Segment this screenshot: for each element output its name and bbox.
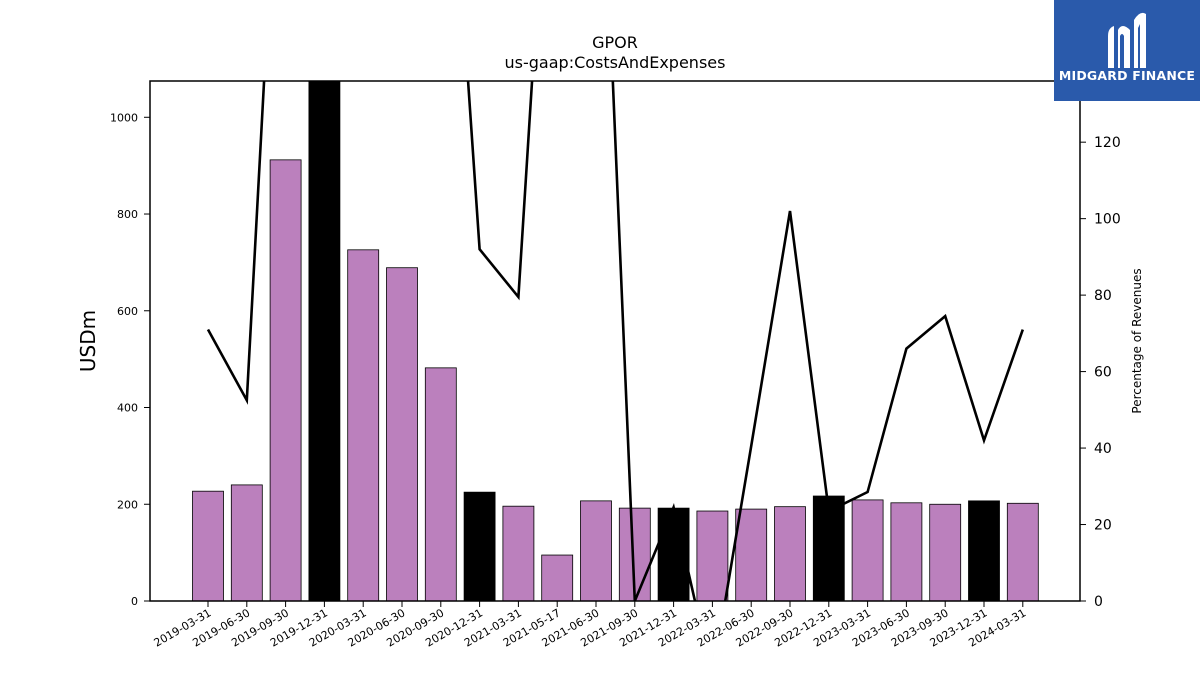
y-axis-label: USDm: [76, 310, 100, 372]
bar: [502, 505, 535, 601]
bar: [968, 500, 1000, 601]
y2-tick-label: 40: [1094, 441, 1112, 457]
bar: [308, 81, 341, 601]
y-tick-label: 0: [131, 595, 138, 608]
y2-tick-label: 0: [1094, 594, 1103, 610]
right-axis: 0 20 40 60 80 100 120: [1080, 135, 1121, 610]
bar: [1006, 502, 1039, 601]
bar: [347, 249, 380, 601]
bar: [192, 490, 224, 601]
y-tick-label: 800: [117, 208, 138, 221]
y-tick-label: 600: [117, 305, 138, 318]
bar: [735, 508, 768, 601]
bar: [269, 159, 302, 601]
plot-frame: [149, 80, 1081, 602]
x-axis: 2019-03-312019-06-302019-09-302019-12-31…: [152, 601, 1028, 650]
bar: [696, 510, 729, 601]
chart-subtitle: us-gaap:CostsAndExpenses: [505, 53, 726, 72]
y2-axis-label: Percentage of Revenues: [1130, 268, 1144, 413]
logo-text: MIDGARD FINANCE: [1058, 68, 1196, 83]
bar: [424, 367, 457, 601]
bar: [929, 503, 962, 601]
y2-tick-label: 60: [1094, 365, 1112, 381]
line-series: [206, 81, 1025, 601]
bar: [463, 491, 496, 601]
bar: [812, 495, 845, 601]
bar: [580, 500, 612, 601]
line-path: [206, 81, 1025, 601]
bar: [541, 554, 574, 601]
bar: [774, 506, 806, 601]
y2-tick-label: 80: [1094, 288, 1112, 304]
bar: [851, 499, 884, 601]
bar-series: [192, 81, 1039, 601]
chart-title: GPOR: [592, 33, 638, 52]
y-tick-label: 200: [117, 498, 138, 511]
logo-mark-icon: [1108, 12, 1146, 68]
bar: [386, 267, 418, 601]
y2-tick-label: 20: [1094, 518, 1112, 534]
y-tick-label: 1000: [110, 111, 138, 124]
y-tick-label: 400: [117, 402, 138, 415]
bar: [230, 484, 263, 601]
y2-tick-label: 120: [1094, 135, 1121, 151]
brand-logo: MIDGARD FINANCE: [1054, 0, 1200, 101]
bar: [890, 502, 923, 601]
y2-tick-label: 100: [1094, 212, 1121, 228]
left-axis: 0 200 400 600 800 1000: [110, 111, 150, 608]
